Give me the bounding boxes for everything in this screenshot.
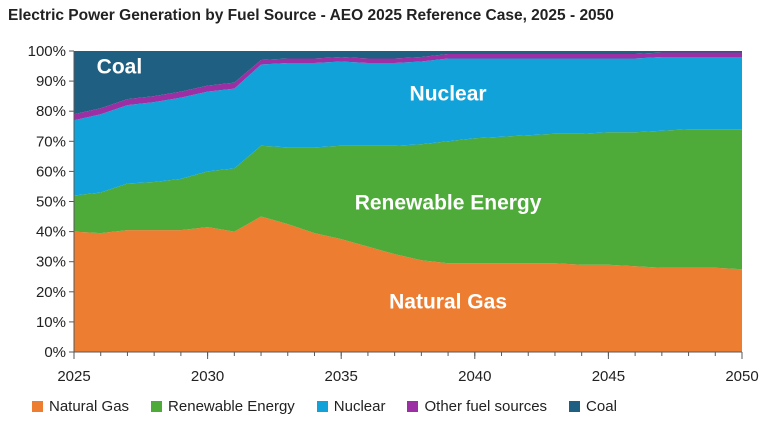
area-other-fuel-sources [74, 52, 742, 121]
x-tick-label: 2040 [458, 368, 491, 385]
legend-label-natural-gas: Natural Gas [49, 398, 130, 415]
y-tick-label: 90% [36, 73, 66, 90]
y-tick-label: 20% [36, 284, 66, 301]
series-areas [74, 51, 742, 352]
legend-item-natural-gas[interactable]: Natural Gas [32, 398, 129, 415]
x-tick-label: 2045 [592, 368, 625, 385]
area-label-renewable-energy: Renewable Energy [355, 192, 542, 215]
legend-swatch-coal [569, 401, 581, 412]
legend: Natural Gas Renewable Energy Nuclear Oth… [32, 398, 639, 415]
legend-swatch-renewable-energy [151, 401, 163, 412]
legend-label-coal: Coal [586, 398, 617, 415]
area-labels: Coal Nuclear Renewable Energy Natural Gas [97, 56, 542, 314]
legend-item-renewable-energy[interactable]: Renewable Energy [151, 398, 295, 415]
x-tick-label: 2035 [325, 368, 358, 385]
y-tick-label: 100% [28, 43, 66, 60]
area-renewable-energy [74, 129, 742, 270]
legend-item-nuclear[interactable]: Nuclear [316, 398, 386, 415]
area-label-natural-gas: Natural Gas [389, 290, 507, 313]
x-tick-label: 2025 [57, 368, 90, 385]
y-tick-label: 80% [36, 103, 66, 120]
y-tick-label: 30% [36, 254, 66, 271]
area-label-nuclear: Nuclear [410, 83, 487, 106]
y-tick-label: 40% [36, 224, 66, 241]
area-nuclear [74, 57, 742, 196]
x-tick-label: 2030 [191, 368, 224, 385]
area-coal [74, 51, 742, 115]
y-tick-label: 60% [36, 163, 66, 180]
y-tick-label: 10% [36, 314, 66, 331]
legend-swatch-natural-gas [32, 401, 43, 412]
y-tick-label: 50% [36, 194, 66, 211]
area-natural-gas [74, 216, 742, 352]
y-tick-label: 70% [36, 133, 66, 150]
legend-item-other-fuel-sources[interactable]: Other fuel sources [407, 398, 547, 415]
chart-title: Electric Power Generation by Fuel Source… [8, 7, 614, 24]
y-tick-label: 0% [44, 344, 66, 361]
legend-label-renewable-energy: Renewable Energy [168, 398, 295, 415]
x-tick-label: 2050 [725, 368, 758, 385]
legend-item-coal[interactable]: Coal [569, 398, 617, 415]
legend-swatch-other-fuel-sources [407, 401, 419, 412]
area-label-coal: Coal [97, 56, 143, 79]
legend-label-nuclear: Nuclear [333, 398, 386, 415]
legend-label-other-fuel-sources: Other fuel sources [424, 398, 548, 415]
axes: 0% 10% 20% 30% 40% 50% 60% 70% 80% 90% 100% 2025 203… [28, 43, 759, 385]
legend-swatch-nuclear [316, 401, 328, 412]
